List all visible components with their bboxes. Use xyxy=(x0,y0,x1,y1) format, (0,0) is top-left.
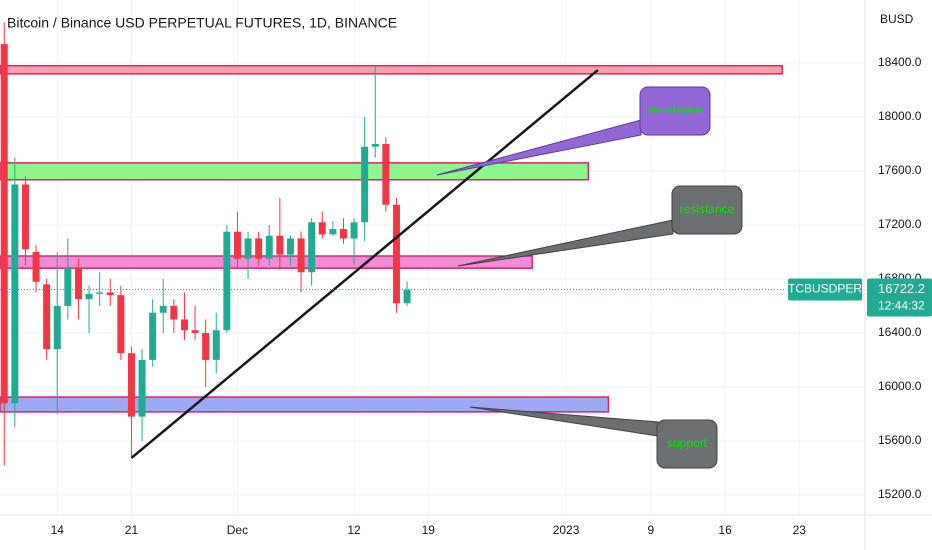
x-tick-label: 12 xyxy=(347,523,361,537)
candle-body xyxy=(297,238,305,273)
price-axis xyxy=(865,0,932,550)
candle-body xyxy=(276,235,284,255)
callouts: resistance resistance support xyxy=(436,86,743,469)
trendline xyxy=(130,69,599,459)
symbol-label-box xyxy=(788,278,862,301)
candle-body xyxy=(117,295,125,354)
chart-title: Bitcoin / Binance USD PERPETUAL FUTURES,… xyxy=(7,15,397,31)
candle-body xyxy=(0,44,8,404)
x-tick-label: 19 xyxy=(422,523,436,537)
candle-body xyxy=(318,222,326,235)
candle-body xyxy=(149,312,157,360)
symbol-label: BTCBUSDPERP xyxy=(780,282,870,296)
zone xyxy=(0,396,610,413)
candle-body xyxy=(212,330,220,360)
candle-body xyxy=(265,235,273,259)
y-tick-label: 15200.0 xyxy=(878,487,922,501)
candle-body xyxy=(233,231,241,259)
candle-body xyxy=(191,330,199,333)
y-tick-label: 15600.0 xyxy=(878,433,922,447)
candle-body xyxy=(308,222,316,273)
currency: BUSD xyxy=(880,12,914,26)
y-tick-label: 17200.0 xyxy=(878,217,922,231)
axes: 15200.015600.016000.016400.016800.017200… xyxy=(51,55,922,537)
candle-body xyxy=(159,305,167,313)
callout-text: resistance xyxy=(680,202,735,216)
candle-body xyxy=(382,144,390,205)
candle-body xyxy=(43,284,51,350)
candle-body xyxy=(32,251,40,282)
callout-text: resistance xyxy=(648,103,703,117)
candle-body xyxy=(202,332,210,360)
price-label: 16722.2 xyxy=(878,281,925,296)
candle-body xyxy=(127,353,135,417)
candle-body xyxy=(85,293,93,300)
callout-box xyxy=(639,86,711,136)
candle-body xyxy=(11,184,19,404)
x-tick-label: 16 xyxy=(718,523,732,537)
candle-body xyxy=(361,146,369,223)
candle-body xyxy=(138,359,146,417)
price-label-box xyxy=(867,278,932,317)
candle-body xyxy=(170,305,178,320)
x-tick-label: 23 xyxy=(793,523,807,537)
callout-box xyxy=(671,185,743,235)
countdown-label: 12:44:32 xyxy=(878,299,925,313)
time-axis xyxy=(0,515,865,550)
candle-body xyxy=(329,229,337,235)
candle-body xyxy=(223,231,231,331)
y-tick-label: 18000.0 xyxy=(878,109,922,123)
candle-body xyxy=(21,184,29,250)
candle-body xyxy=(255,238,263,259)
zone xyxy=(0,162,590,181)
candle-body xyxy=(339,229,347,239)
candle-body xyxy=(392,204,400,304)
x-tick-label: 9 xyxy=(648,523,655,537)
callout-text: support xyxy=(667,436,708,450)
x-tick-label: Dec xyxy=(227,523,248,537)
callout-box xyxy=(656,419,718,469)
y-tick-label: 16000.0 xyxy=(878,379,922,393)
candle-body xyxy=(403,289,411,304)
x-tick-label: 21 xyxy=(125,523,139,537)
candle-body xyxy=(96,292,104,294)
plot xyxy=(0,22,865,466)
x-tick-label: 14 xyxy=(51,523,65,537)
zone xyxy=(0,64,784,75)
candle-body xyxy=(74,268,82,300)
y-tick-label: 16400.0 xyxy=(878,325,922,339)
candle-body xyxy=(244,238,252,259)
candle-body xyxy=(53,305,61,350)
candle-body xyxy=(371,144,379,147)
candle-body xyxy=(350,222,358,239)
candle-body xyxy=(106,292,114,296)
y-tick-label: 17600.0 xyxy=(878,163,922,177)
candle-body xyxy=(180,319,188,331)
x-tick-label: 2023 xyxy=(553,523,580,537)
y-tick-label: 18400.0 xyxy=(878,55,922,69)
candle-body xyxy=(64,268,72,306)
candle-body xyxy=(286,238,294,255)
